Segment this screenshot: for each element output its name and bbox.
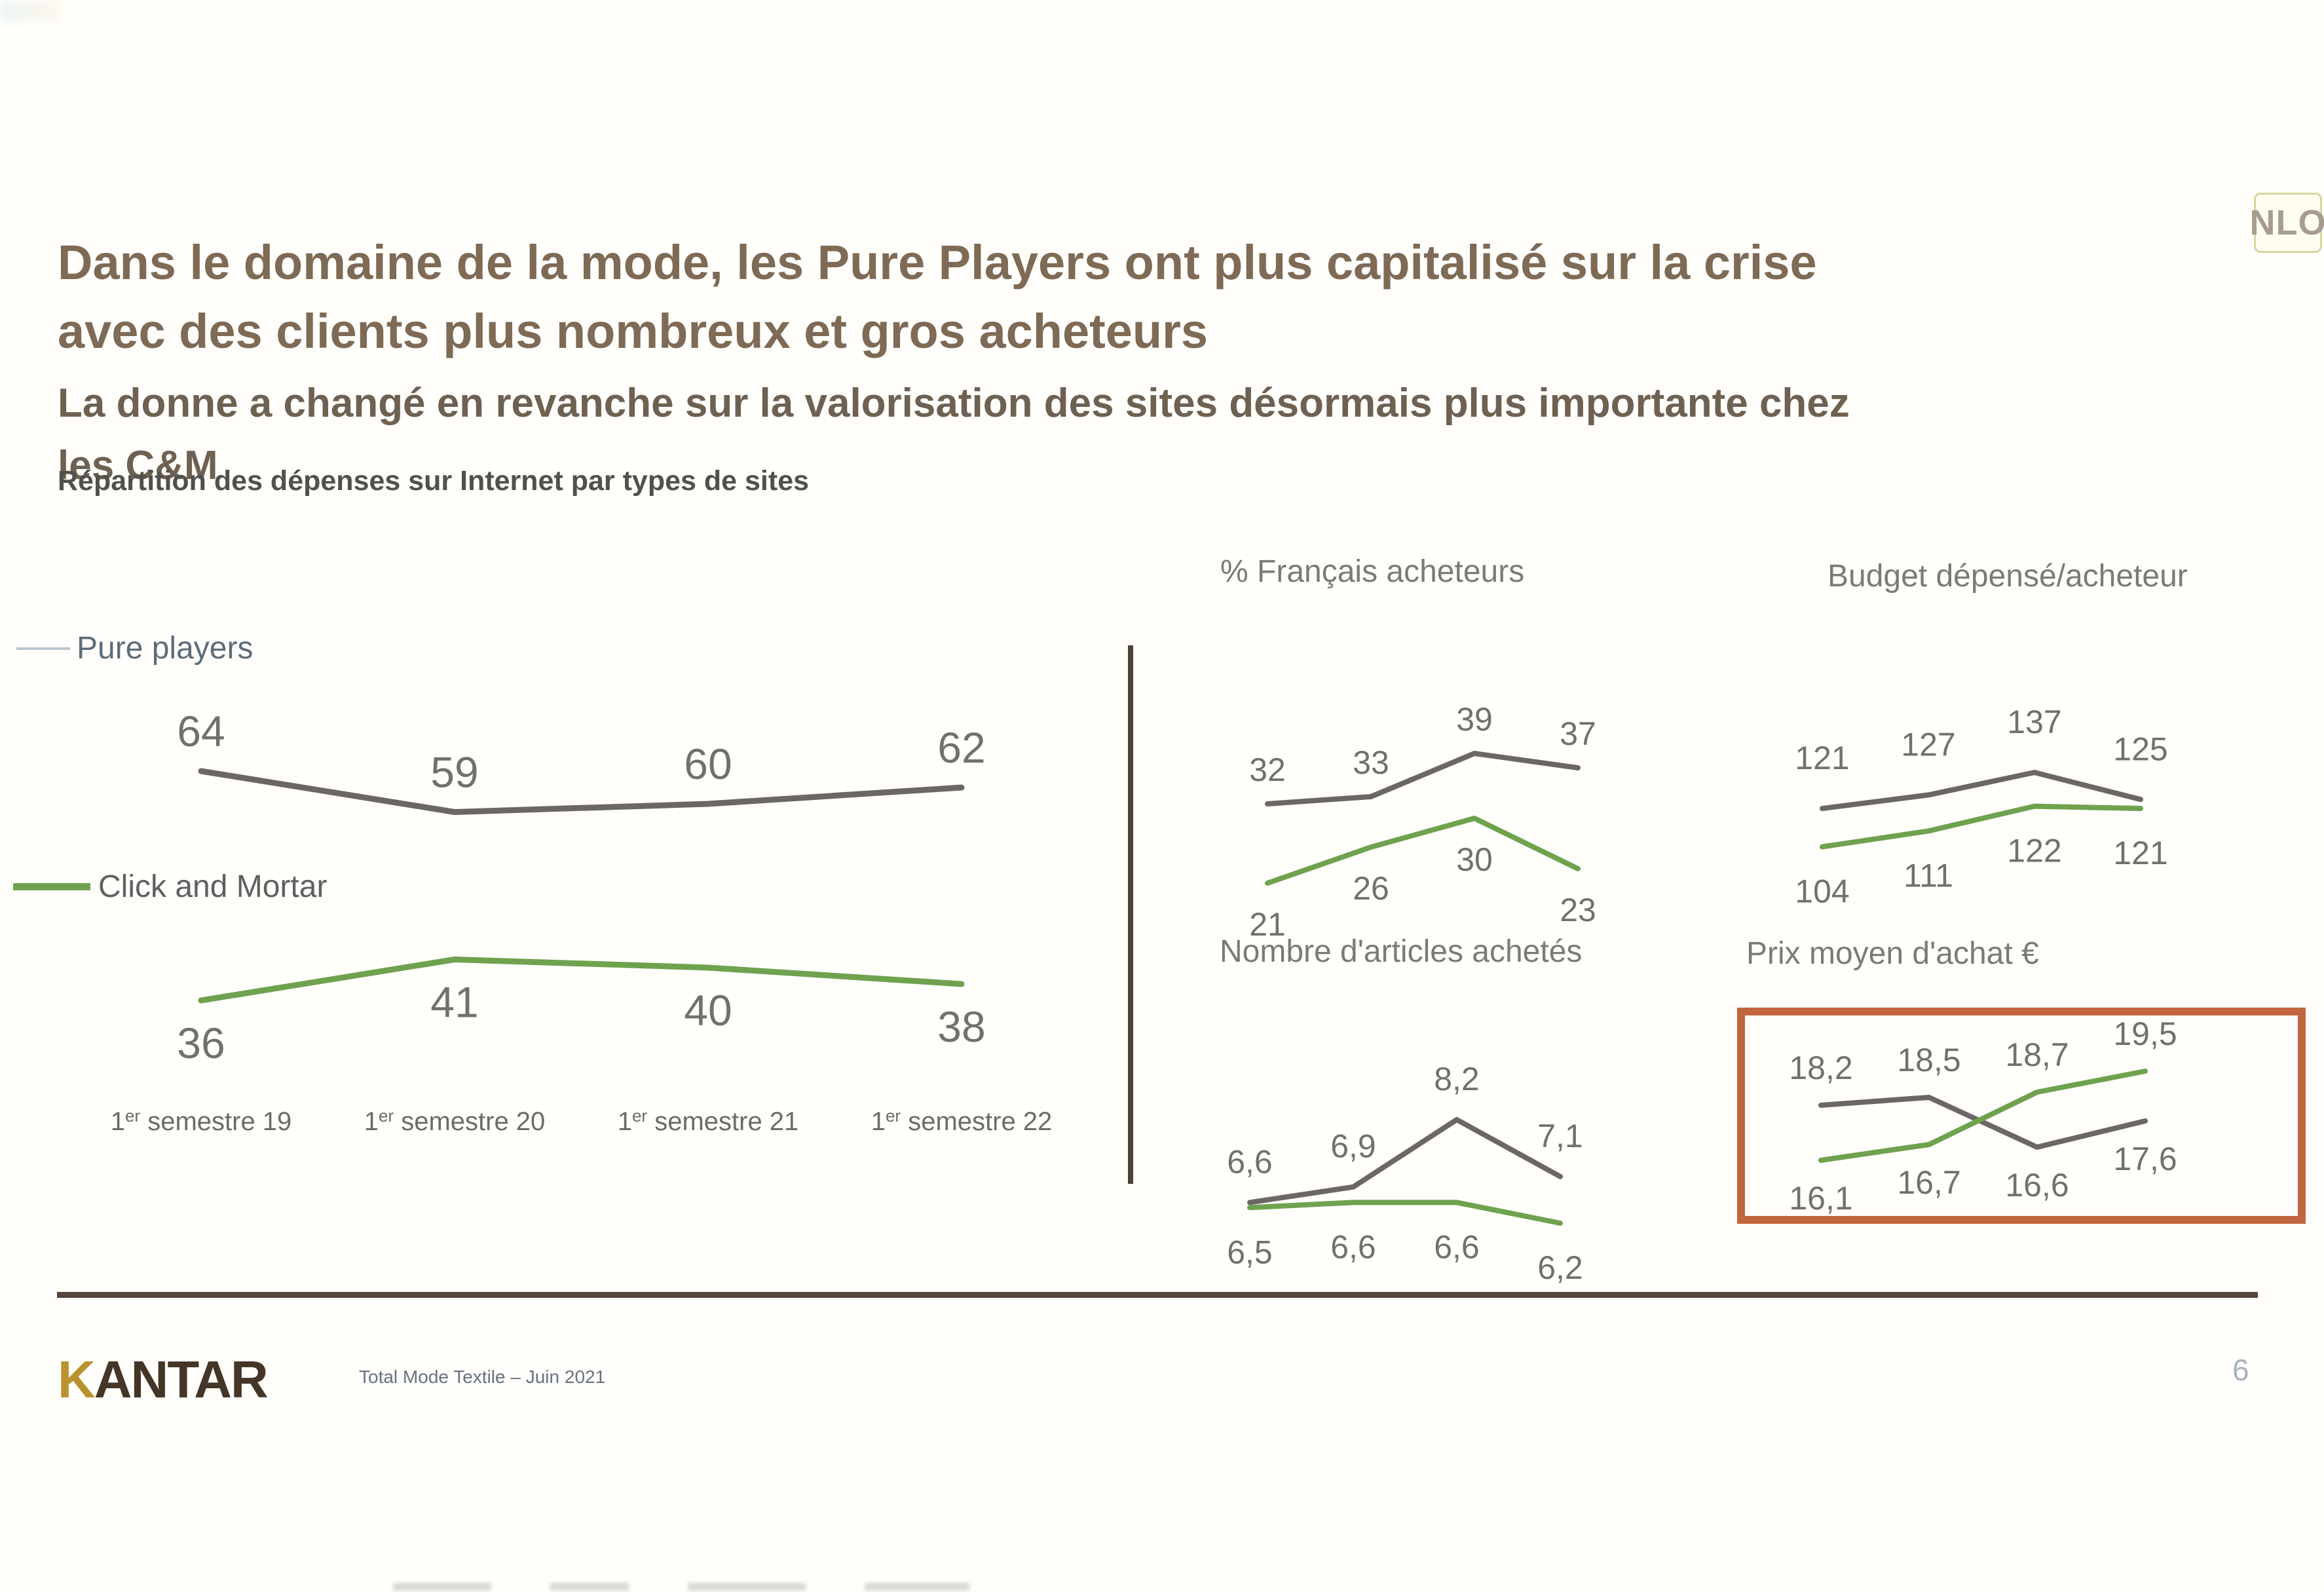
- data-label-pure-players: 37: [1560, 715, 1596, 752]
- x-axis-label: 1er semestre 21: [618, 1106, 799, 1136]
- pure-players-line-swatch-icon: [16, 647, 70, 650]
- data-label-click-and-mortar: 121: [2113, 835, 2167, 871]
- data-label-pure-players: 121: [1795, 740, 1849, 776]
- data-label-pure-players: 59: [430, 748, 478, 797]
- series-line-click-and-mortar: [198, 957, 965, 1004]
- vertical-divider: [1128, 645, 1133, 1184]
- click-and-mortar-line-swatch-icon: [13, 883, 90, 890]
- data-label-pure-players: 7,1: [1537, 1118, 1583, 1154]
- scan-artifact: [0, 0, 59, 22]
- series-line-click-and-mortar: [1818, 1069, 2148, 1163]
- series-line-pure-players: [1265, 751, 1581, 806]
- mini-chart-nombre-articles: 6,6 6,9 8,2 7,1 6,5 6,6 6,6 6,2: [1227, 1061, 1583, 1286]
- series-line-pure-players: [1820, 770, 2143, 812]
- kantar-logo-k: K: [58, 1350, 96, 1409]
- data-label-click-and-mortar: 111: [1903, 857, 1953, 894]
- data-label-pure-players: 137: [2007, 704, 2061, 740]
- data-label-click-and-mortar: 104: [1795, 873, 1849, 910]
- data-label-click-and-mortar: 21: [1249, 906, 1286, 943]
- data-label-pure-players: 8,2: [1434, 1061, 1480, 1097]
- data-label-click-and-mortar: 6,2: [1537, 1249, 1583, 1286]
- x-axis-label: 1er semestre 19: [111, 1106, 292, 1136]
- data-label-click-and-mortar: 40: [684, 986, 732, 1034]
- data-label-pure-players: 33: [1353, 744, 1389, 781]
- footer-rule: [57, 1292, 2258, 1298]
- data-label-pure-players: 6,6: [1227, 1143, 1273, 1180]
- series-line-pure-players: [1818, 1095, 2148, 1150]
- data-label-pure-players: 6,9: [1330, 1128, 1376, 1165]
- data-label-click-and-mortar: 41: [430, 978, 478, 1027]
- mini-chart-francais-acheteurs: 32 33 39 37 21 26 30 23: [1249, 701, 1596, 943]
- data-label-pure-players: 64: [177, 707, 225, 755]
- legend-click-and-mortar-label: Click and Mortar: [98, 869, 328, 904]
- slide-title: Dans le domaine de la mode, les Pure Pla…: [58, 235, 1817, 358]
- data-label-click-and-mortar: 6,6: [1434, 1228, 1480, 1265]
- data-label-click-and-mortar: 26: [1353, 870, 1389, 907]
- data-label-click-and-mortar: 36: [177, 1019, 225, 1067]
- mini-chart-title-prix-moyen: Prix moyen d'achat €: [1746, 936, 2039, 971]
- data-label-click-and-mortar: 6,6: [1330, 1228, 1376, 1265]
- highlight-box: [1737, 1008, 2306, 1224]
- data-label-click-and-mortar: 38: [937, 1002, 985, 1051]
- series-line-click-and-mortar: [1265, 816, 1581, 886]
- mini-chart-title-budget-depense: Budget dépensé/acheteur: [1827, 559, 2188, 594]
- data-label-pure-players: 39: [1456, 701, 1493, 738]
- data-label-click-and-mortar: 122: [2007, 833, 2061, 869]
- data-label-pure-players: 125: [2113, 730, 2167, 767]
- legend-pure-players: Pure players: [16, 630, 253, 666]
- page-number: 6: [2232, 1353, 2249, 1387]
- data-label-click-and-mortar: 16,7: [1897, 1164, 1960, 1201]
- data-label-pure-players: 16,6: [2005, 1167, 2069, 1203]
- legend-click-and-mortar: Click and Mortar: [13, 869, 327, 905]
- data-label-pure-players: 18,2: [1789, 1050, 1852, 1086]
- data-label-pure-players: 62: [937, 723, 985, 772]
- nlo-badge-label: NLO: [2249, 203, 2324, 242]
- data-label-click-and-mortar: 18,7: [2005, 1036, 2069, 1073]
- slide-subtitle: La donne a changé en revanche sur la val…: [58, 381, 1850, 489]
- series-line-click-and-mortar: [1247, 1200, 1563, 1226]
- kantar-logo: KANTAR: [58, 1350, 269, 1410]
- series-line-click-and-mortar: [1820, 803, 2143, 850]
- data-label-click-and-mortar: 30: [1456, 841, 1493, 878]
- mini-chart-title-nombre-articles: Nombre d'articles achetés: [1220, 934, 1583, 969]
- data-label-click-and-mortar: 16,1: [1789, 1180, 1852, 1217]
- series-line-pure-players: [1247, 1117, 1563, 1205]
- main-line-chart: 64 59 60 62 36 41 40 38 1er semestre 19 1er semes…: [111, 707, 1053, 1136]
- data-label-click-and-mortar: 19,5: [2113, 1015, 2177, 1052]
- legend-pure-players-label: Pure players: [77, 631, 253, 666]
- data-label-pure-players: 17,6: [2113, 1141, 2177, 1177]
- series-line-pure-players: [198, 768, 965, 815]
- mini-chart-prix-moyen: 18,2 18,5 16,6 17,6 16,1 16,7 18,7 19,5: [1789, 1015, 2177, 1217]
- scan-artifact: [393, 1583, 969, 1591]
- mini-chart-title-francais-acheteurs: % Français acheteurs: [1220, 554, 1525, 589]
- data-label-click-and-mortar: 6,5: [1227, 1234, 1273, 1270]
- x-axis-label: 1er semestre 20: [364, 1106, 546, 1136]
- x-axis-label: 1er semestre 22: [871, 1106, 1053, 1136]
- data-label-click-and-mortar: 23: [1560, 892, 1596, 928]
- data-label-pure-players: 60: [684, 740, 732, 788]
- data-label-pure-players: 127: [1901, 726, 1955, 763]
- data-label-pure-players: 32: [1249, 751, 1286, 788]
- data-label-pure-players: 18,5: [1897, 1042, 1960, 1078]
- mini-chart-budget-depense: 121 127 137 125 104 111 122 121: [1795, 704, 2167, 910]
- kantar-logo-rest: ANTAR: [94, 1350, 269, 1409]
- footer-source: Total Mode Textile – Juin 2021: [359, 1367, 606, 1387]
- chart-caption: Répartition des dépenses sur Internet pa…: [58, 465, 810, 497]
- nlo-badge: NLO: [2250, 193, 2324, 253]
